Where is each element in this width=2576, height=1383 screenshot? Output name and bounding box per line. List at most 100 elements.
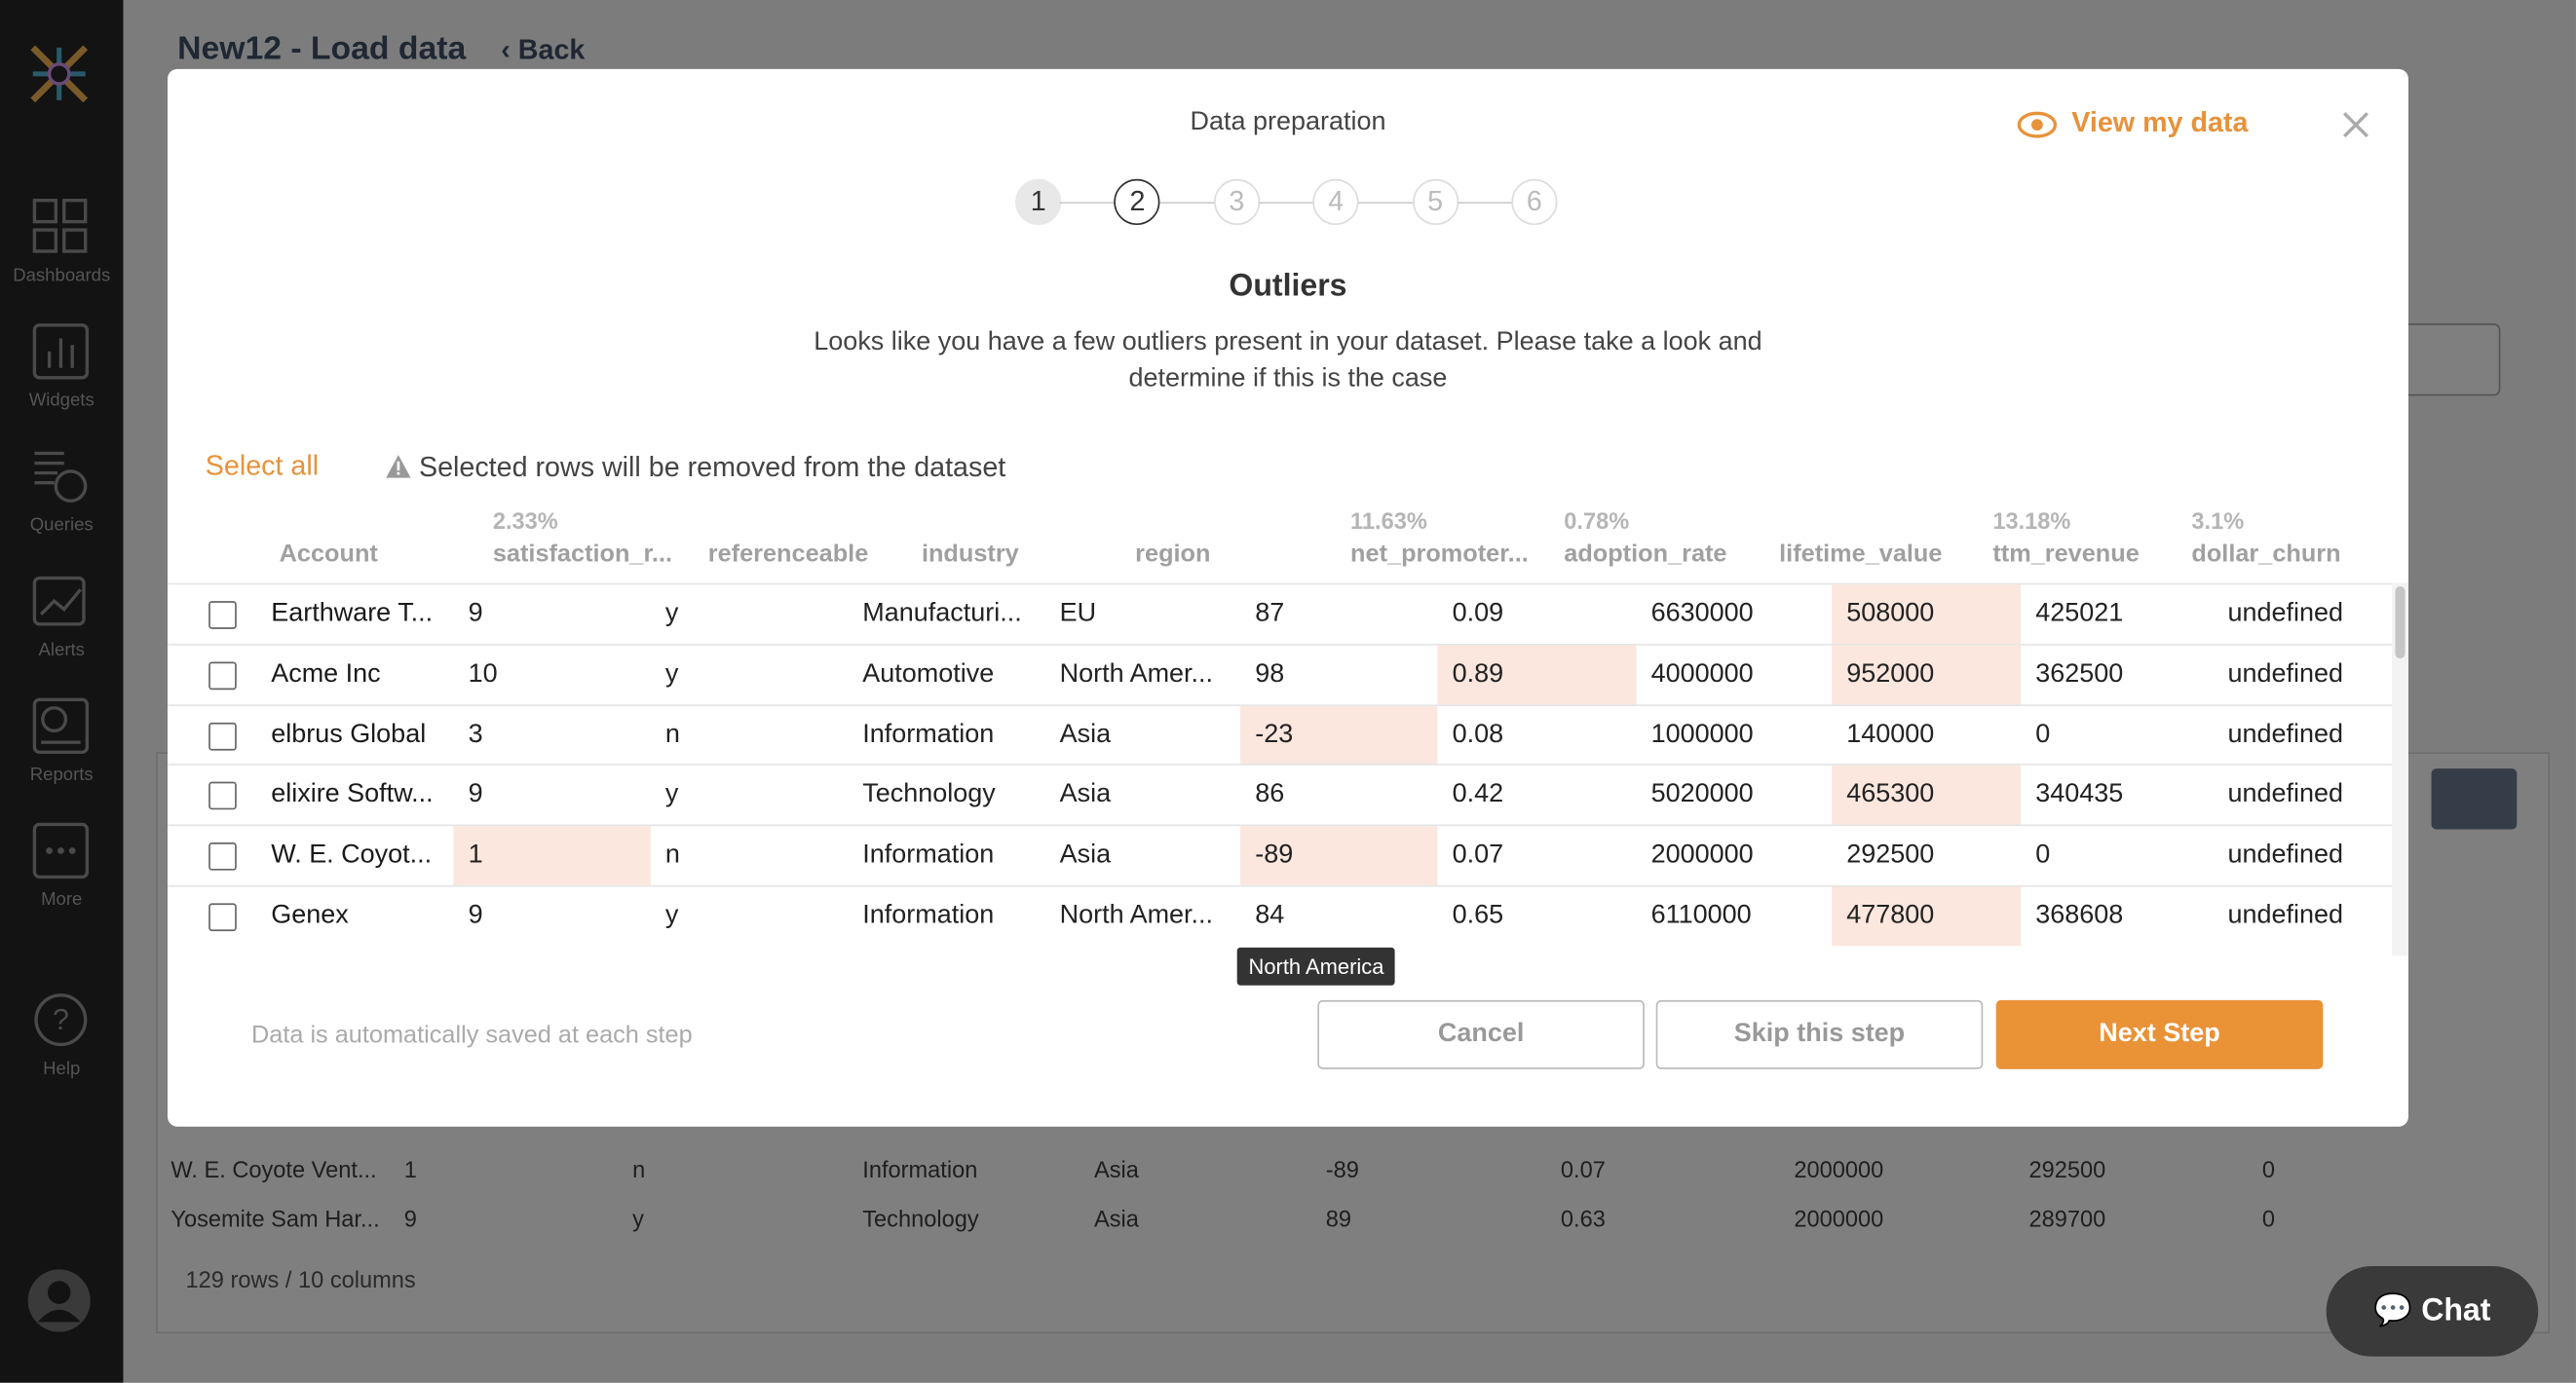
table-cell: North Amer...: [1059, 659, 1214, 689]
chart-button[interactable]: [2431, 768, 2518, 830]
column-header[interactable]: Account: [279, 540, 378, 569]
tooltip: North America: [1236, 947, 1396, 986]
chat-text[interactable]: Chat: [2421, 1293, 2491, 1329]
logo: [30, 45, 89, 103]
table-cell: n: [664, 720, 680, 749]
table-cell: undefined: [2227, 901, 2344, 930]
table-cell: 2000000: [1650, 841, 1754, 870]
column-header[interactable]: region: [1135, 540, 1211, 569]
widgets-icon[interactable]: [31, 321, 91, 381]
chat-button[interactable]: 💬 Chat: [2326, 1266, 2539, 1357]
column-header[interactable]: satisfaction_r...: [492, 540, 673, 569]
sidebar-label[interactable]: Reports: [29, 765, 94, 786]
checkbox[interactable]: [208, 661, 237, 690]
cancel-button[interactable]: Cancel: [1317, 999, 1645, 1069]
checkbox[interactable]: [208, 842, 237, 872]
table-cell: 98: [1255, 659, 1285, 689]
queries-icon[interactable]: [31, 447, 91, 506]
table-cell: 0.08: [1452, 720, 1504, 749]
scrollbar[interactable]: [2392, 582, 2408, 956]
checkbox[interactable]: [208, 782, 237, 810]
table-cell: Information: [862, 841, 995, 870]
column-header[interactable]: adoption_rate: [1564, 540, 1727, 569]
column-header[interactable]: referenceable: [707, 540, 869, 569]
table-cell: undefined: [2227, 599, 2344, 628]
table-cell: 9: [468, 599, 483, 628]
column-header[interactable]: industry: [921, 540, 1019, 569]
skip-button[interactable]: Skip this step: [1655, 999, 1984, 1069]
sidebar-label[interactable]: Widgets: [28, 391, 95, 411]
column-percent: 13.18%: [1992, 507, 2071, 535]
table-cell: 952000: [1832, 645, 2022, 705]
table-cell: y: [664, 901, 679, 930]
sidebar-label[interactable]: Queries: [29, 515, 94, 536]
checkbox[interactable]: [208, 601, 237, 629]
table-row: Genex 9 y Information North Amer... 84 0.65 611…: [167, 884, 2393, 947]
help-icon[interactable]: ?: [31, 991, 91, 1050]
select[interactable]: [2398, 323, 2501, 396]
sidebar-label[interactable]: Alerts: [38, 640, 85, 660]
reports-icon[interactable]: [31, 696, 91, 756]
step: 6: [1511, 178, 1558, 226]
avatar[interactable]: [26, 1268, 92, 1333]
step: 5: [1412, 178, 1458, 226]
step-connector: [1258, 202, 1315, 205]
next-button[interactable]: Next Step: [1995, 999, 2324, 1069]
table-cell: Automotive: [862, 659, 995, 689]
footer-note: Data is automatically saved at each step: [250, 1021, 693, 1050]
description: Looks like you have a few outliers prese…: [814, 328, 1762, 393]
back-text[interactable]: Back: [517, 34, 586, 66]
table-cell: 1000000: [1650, 720, 1754, 749]
table-cell: Technology: [862, 780, 996, 809]
column-percent: 11.63%: [1350, 507, 1427, 535]
select-all[interactable]: Select all: [205, 450, 320, 482]
table-row: W. E. Coyot... 1 n Information Asia -89 0.07 20…: [167, 824, 2393, 886]
column-header[interactable]: lifetime_value: [1779, 540, 1943, 569]
table-cell: 0.42: [1452, 780, 1504, 809]
scrollbar-thumb[interactable]: [2395, 585, 2406, 659]
sidebar-label[interactable]: Help: [43, 1059, 81, 1079]
close-button[interactable]: [2343, 112, 2369, 138]
table-cell: 425021: [2035, 599, 2124, 628]
background-cell: 1: [403, 1156, 417, 1183]
step-connector: [1457, 202, 1513, 205]
table-cell: 84: [1255, 901, 1285, 930]
table-cell: elixire Softw...: [271, 780, 434, 809]
table-row: Earthware T... 9 y Manufacturi... EU 87 0.09 66…: [167, 582, 2393, 644]
table-cell: 0: [2035, 841, 2051, 870]
step: 1: [1015, 178, 1062, 226]
table-cell: undefined: [2227, 780, 2344, 809]
table-row: elbrus Global 3 n Information Asia -23 0.08 100…: [167, 703, 2393, 766]
table-cell: 368608: [2035, 901, 2124, 930]
column-header[interactable]: net_promoter...: [1350, 540, 1529, 569]
table-cell: W. E. Coyot...: [271, 841, 433, 870]
table-cell: y: [664, 599, 679, 628]
back-link[interactable]: ‹ Back: [501, 34, 586, 66]
modal: Data preparation View my data 1 2 3 4 5 6 Out…: [167, 68, 2408, 1127]
background-cell: 2000000: [1794, 1156, 1884, 1183]
table-cell: Asia: [1059, 780, 1112, 809]
table-cell: 0: [2035, 720, 2051, 749]
more-icon[interactable]: [31, 821, 91, 880]
column-header[interactable]: dollar_churn: [2191, 540, 2341, 569]
table-cell: undefined: [2227, 841, 2344, 870]
column-percent: 0.78%: [1564, 507, 1630, 535]
table-cell: 292500: [1846, 841, 1935, 870]
alerts-icon[interactable]: [31, 572, 91, 631]
sidebar-label[interactable]: Dashboards: [13, 266, 111, 286]
checkbox[interactable]: [208, 903, 237, 932]
sidebar-label[interactable]: More: [41, 889, 83, 911]
table-cell: Genex: [271, 901, 349, 930]
background-cell: W. E. Coyote Vent...: [170, 1156, 377, 1183]
column-percent: 2.33%: [492, 507, 558, 535]
view-data-link[interactable]: View my data: [2071, 106, 2249, 138]
background-cell: Asia: [1094, 1156, 1139, 1183]
eye-icon[interactable]: [2016, 108, 2059, 141]
table-cell: Asia: [1059, 720, 1112, 749]
table-cell: 3: [468, 720, 483, 749]
column-header[interactable]: ttm_revenue: [1992, 540, 2140, 569]
checkbox[interactable]: [208, 722, 237, 750]
dashboards-icon[interactable]: [31, 197, 91, 256]
